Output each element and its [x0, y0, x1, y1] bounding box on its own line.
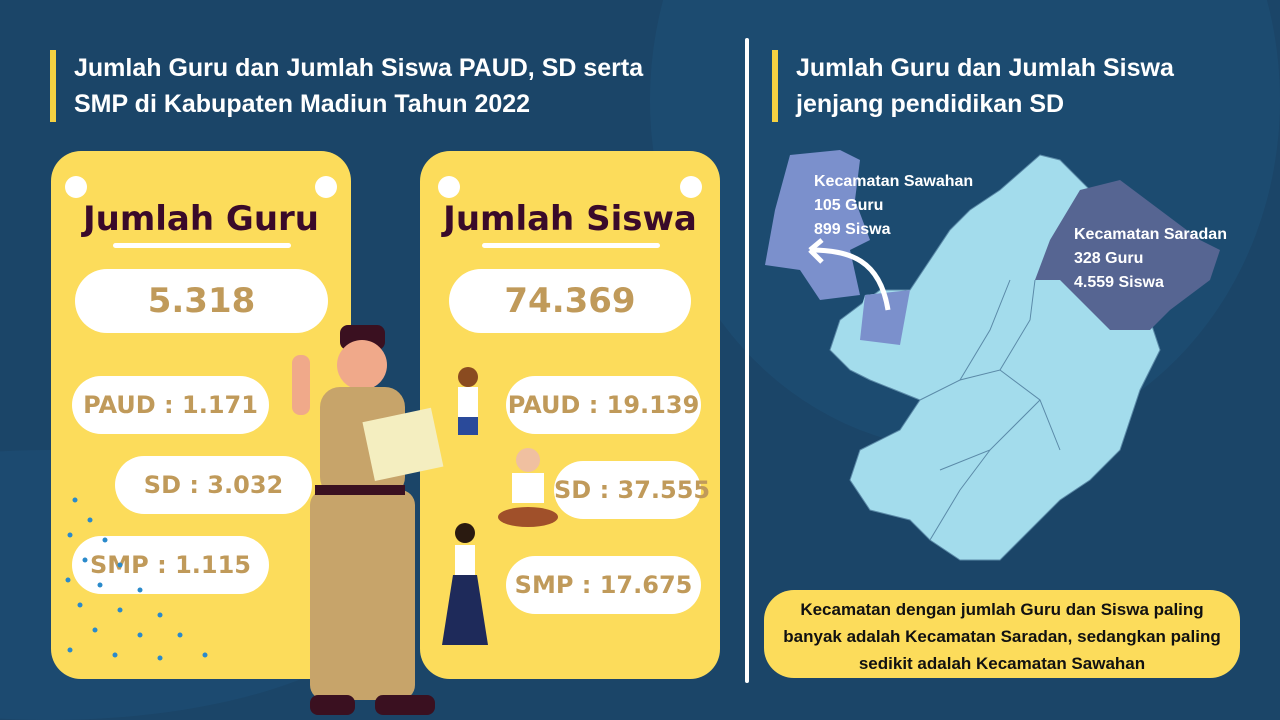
underline — [482, 243, 660, 248]
guru-paud: PAUD : 1.171 — [72, 376, 269, 434]
siswa-smp: SMP : 17.675 — [506, 556, 701, 614]
summary-note: Kecamatan dengan jumlah Guru dan Siswa p… — [764, 590, 1240, 678]
card-hole — [65, 176, 87, 198]
siswa-sd: SD : 37.555 — [554, 461, 710, 519]
map-region-sawahan-south — [860, 290, 910, 345]
siswa-paud: PAUD : 19.139 — [506, 376, 701, 434]
arrow-icon — [809, 247, 891, 311]
guru-heading: Jumlah Guru — [82, 199, 319, 239]
label-sawahan: Kecamatan Sawahan 105 Guru 899 Siswa — [814, 170, 973, 242]
card-hole — [680, 176, 702, 198]
card-hole — [438, 176, 460, 198]
madiun-map — [765, 150, 1220, 561]
divider — [745, 38, 749, 683]
district-name: Kecamatan Sawahan — [814, 173, 974, 190]
teacher-illustration — [292, 325, 444, 715]
card-hole — [315, 176, 337, 198]
left-title: Jumlah Guru dan Jumlah Siswa PAUD, SD se… — [50, 50, 643, 122]
guru-total: 5.318 — [75, 269, 328, 333]
guru-smp: SMP : 1.115 — [72, 536, 269, 594]
district-guru: 328 Guru — [1074, 250, 1144, 267]
right-title: Jumlah Guru dan Jumlah Siswa jenjang pen… — [772, 50, 1174, 122]
dot-pattern — [65, 497, 208, 661]
district-siswa: 4.559 Siswa — [1074, 274, 1164, 291]
siswa-heading: Jumlah Siswa — [443, 199, 697, 239]
district-guru: 105 Guru — [814, 197, 884, 214]
title-line: Jumlah Guru dan Jumlah Siswa — [796, 54, 1174, 82]
student-illustrations — [442, 367, 558, 645]
district-siswa: 899 Siswa — [814, 221, 891, 238]
label-saradan: Kecamatan Saradan 328 Guru 4.559 Siswa — [1074, 223, 1227, 295]
guru-sd: SD : 3.032 — [115, 456, 312, 514]
title-line: Jumlah Guru dan Jumlah Siswa PAUD, SD se… — [74, 54, 644, 82]
underline — [113, 243, 291, 248]
map-region-sawahan — [765, 150, 870, 300]
title-line: jenjang pendidikan SD — [796, 90, 1065, 118]
siswa-total: 74.369 — [449, 269, 691, 333]
title-line: SMP di Kabupaten Madiun Tahun 2022 — [74, 90, 531, 118]
map-region-saradan — [1035, 180, 1220, 330]
district-name: Kecamatan Saradan — [1074, 226, 1227, 243]
